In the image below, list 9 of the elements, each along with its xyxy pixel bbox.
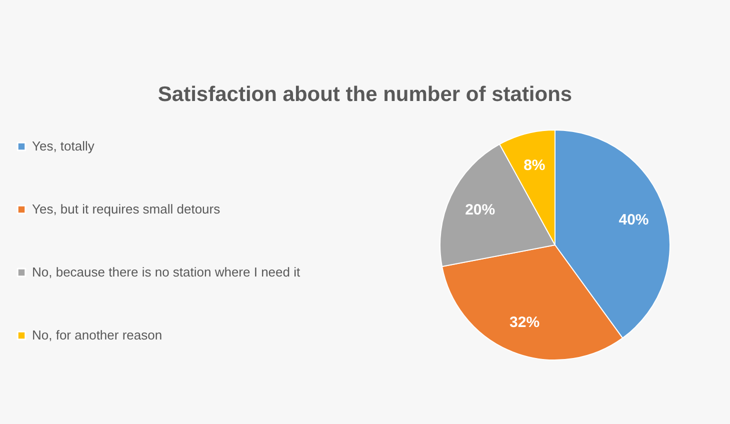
data-label: 20% xyxy=(465,202,496,219)
legend-label: Yes, but it requires small detours xyxy=(32,202,221,216)
data-label: 32% xyxy=(510,314,540,331)
legend-label: No, for another reason xyxy=(32,328,162,342)
legend-label: No, because there is no station where I need it xyxy=(32,264,300,280)
data-label: 40% xyxy=(618,211,649,228)
legend-label: Yes, totally xyxy=(32,138,95,154)
data-label: 8% xyxy=(524,156,546,174)
chart-title: Satisfaction about the number of stations xyxy=(158,83,572,106)
